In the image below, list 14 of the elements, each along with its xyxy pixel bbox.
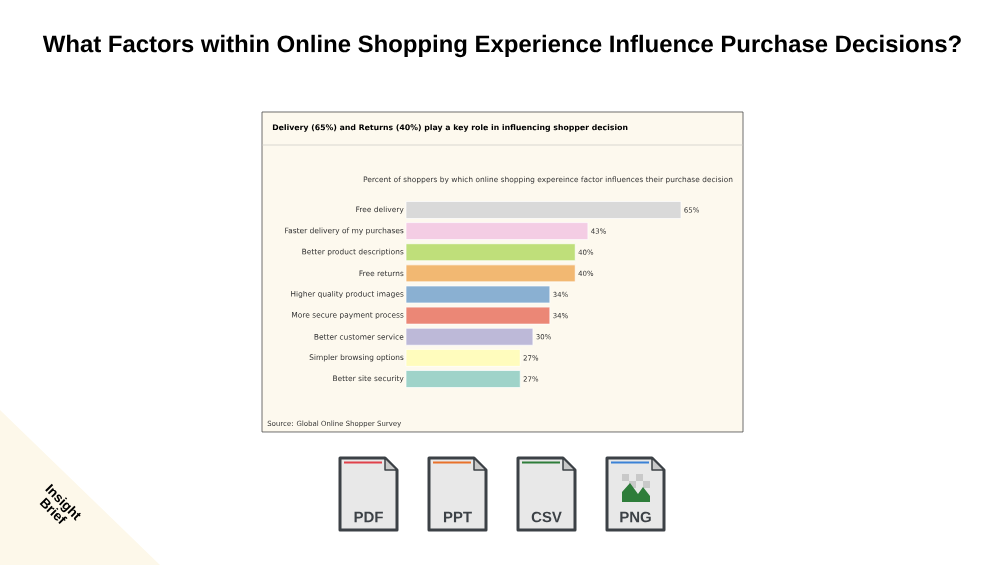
text: PDF [354, 511, 383, 523]
text: PPT [443, 511, 472, 523]
bar [405, 201, 682, 219]
bar [405, 306, 551, 325]
bar [405, 349, 521, 367]
bar [405, 243, 576, 262]
text: CSV [531, 511, 562, 523]
text: PNG [620, 511, 651, 523]
chart-title: What Factors within Online Shopping Experience Influence Purchase Decisions? [42, 34, 961, 58]
bar [405, 264, 576, 283]
bar [405, 327, 534, 346]
bar [405, 222, 589, 240]
bar [405, 285, 551, 304]
bar [405, 370, 521, 388]
